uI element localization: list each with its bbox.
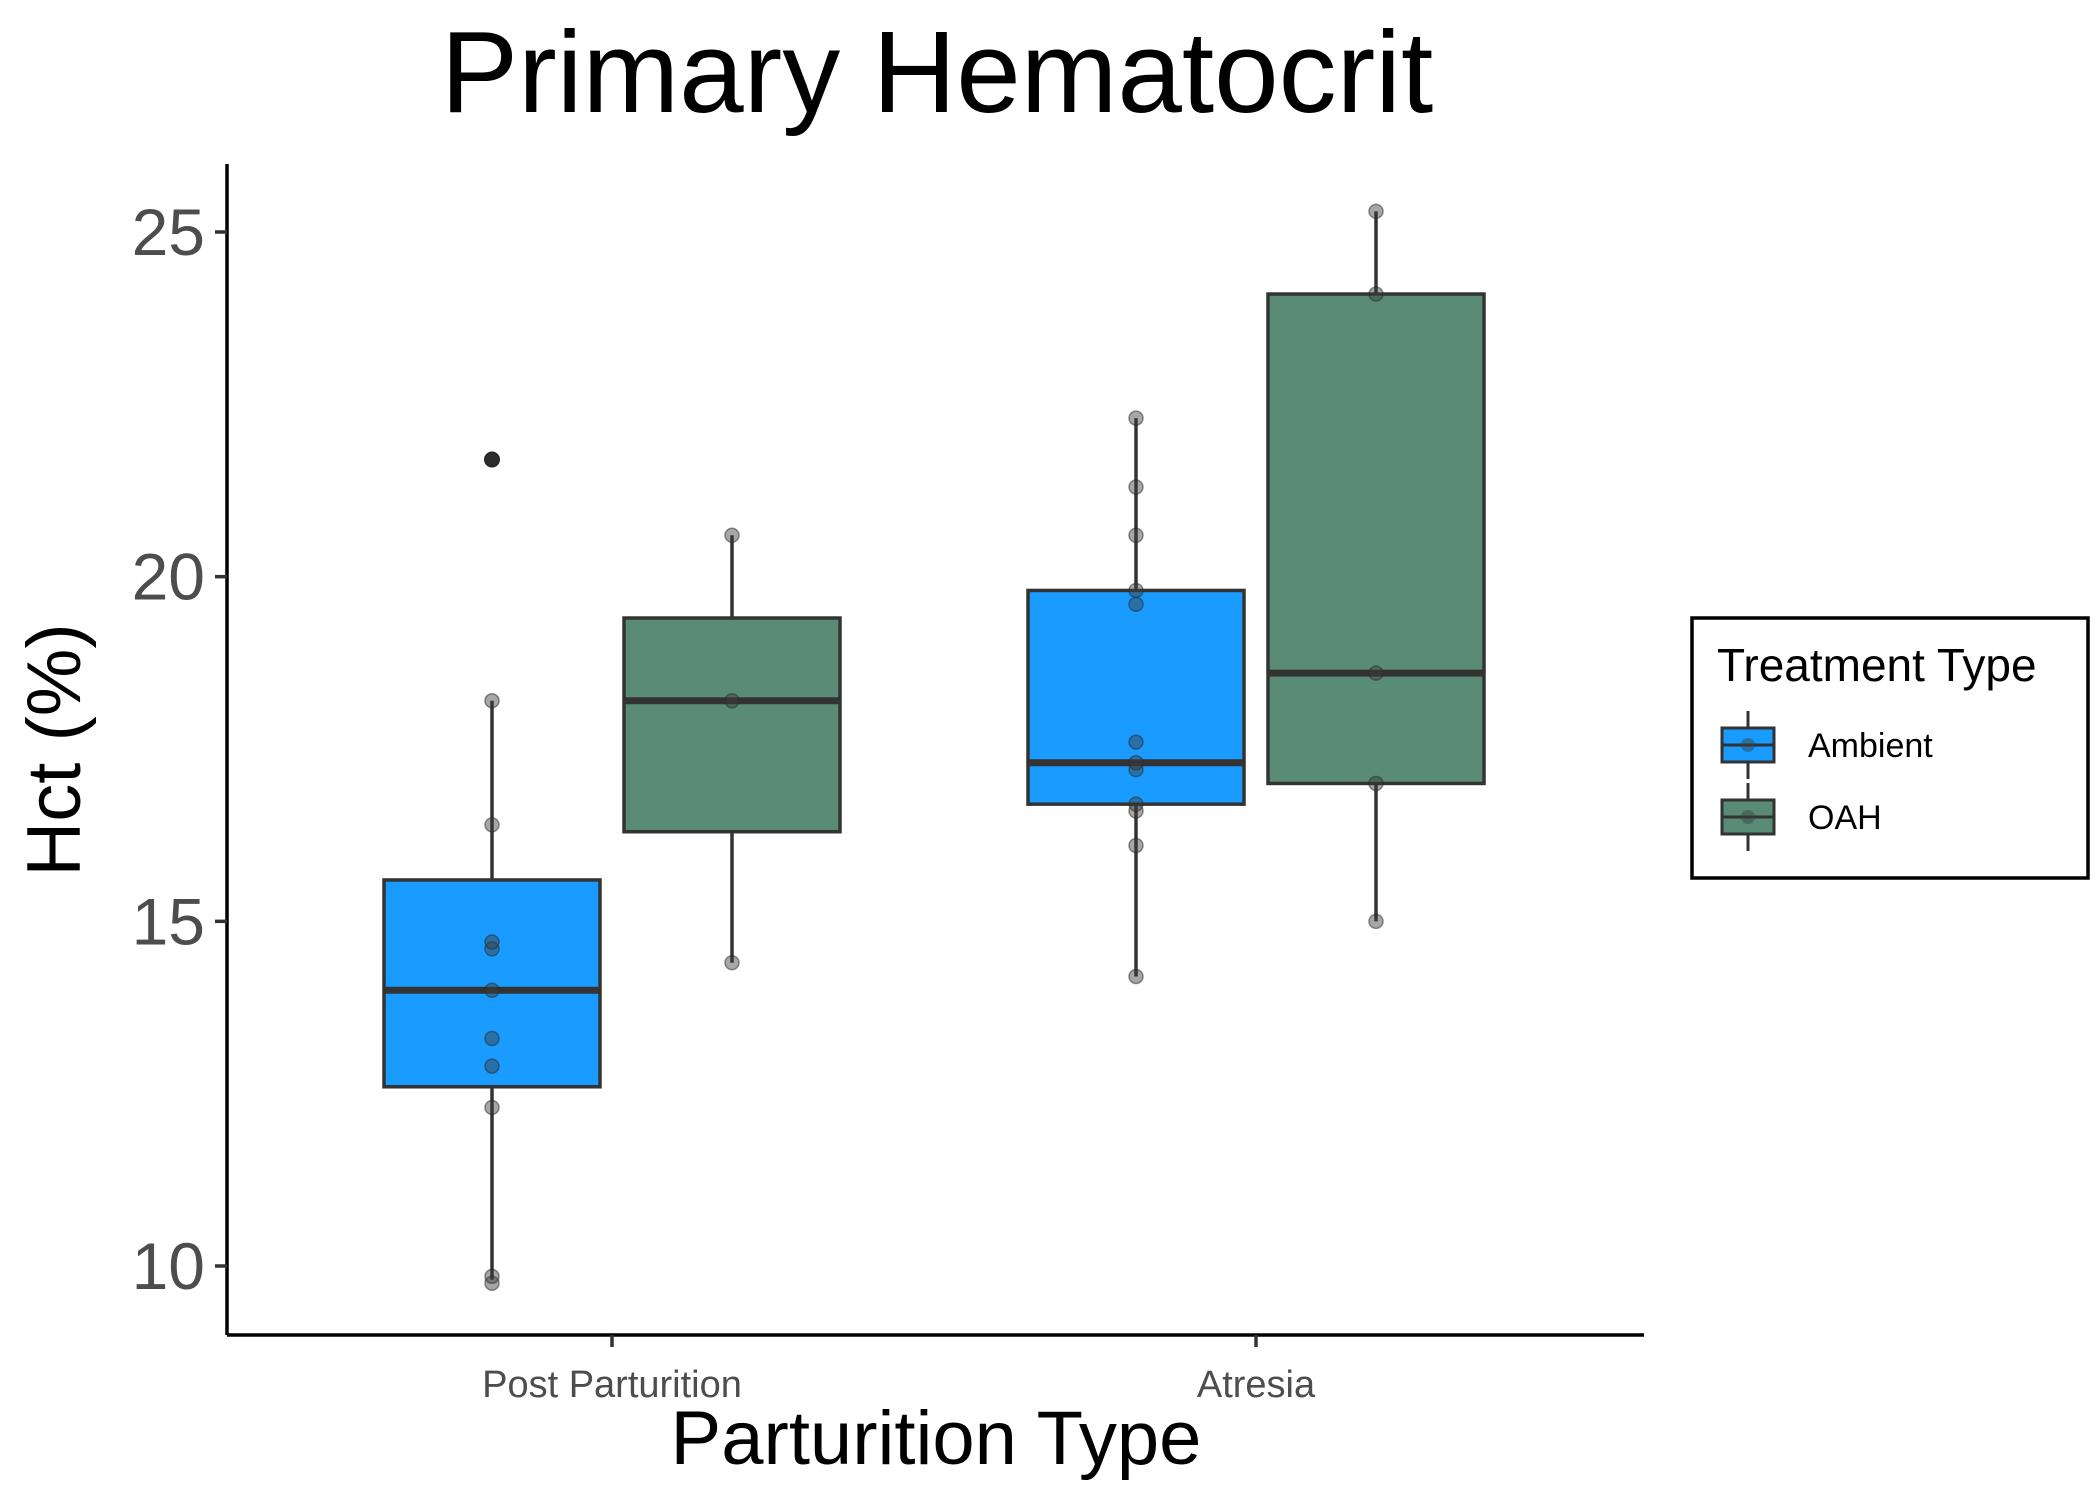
legend-label: Ambient [1808,727,1933,765]
data-point [724,954,740,971]
data-point [1368,286,1384,302]
legend: Treatment Type Ambient OAH [1690,616,2090,880]
data-point [724,692,740,709]
data-point [1128,734,1144,750]
data-point [1128,582,1144,599]
legend-keys: Ambient OAH [1720,711,1933,851]
y-tick-label: 10 [132,1229,205,1303]
data-point [484,1030,500,1047]
data-point [484,1058,500,1074]
y-axis-title: Hct (%) [12,623,97,876]
data-point [1128,755,1144,771]
data-point [1128,796,1144,812]
data-point [1128,527,1144,544]
data-point [1368,665,1384,681]
data-point [1368,203,1384,220]
box-ambient-post-parturition [382,451,602,1291]
legend-title: Treatment Type [1717,639,2037,691]
box-ambient-atresia [1026,410,1246,985]
box-body [1266,292,1486,786]
data-point [1128,968,1144,985]
data-point [484,934,500,950]
x-axis-title: Parturition Type [671,1396,1202,1481]
data-point [1368,775,1384,792]
data-point [484,692,500,709]
data-point [1128,479,1144,495]
data-point [484,817,500,833]
data-point [1368,913,1384,930]
outlier-point [484,451,500,468]
legend-key-oah: OAH [1720,783,1882,851]
box-body [1026,588,1246,806]
legend-key-point [1741,810,1755,824]
data-point [484,451,500,468]
data-point [484,982,500,999]
box-oah-atresia [1266,203,1486,930]
box-body [622,616,842,834]
data-point [484,1099,500,1116]
legend-key-point [1741,738,1755,752]
data-point [484,1268,500,1285]
box-oah-post-parturition [622,527,842,971]
plot-area [382,203,1486,1291]
legend-key-ambient: Ambient [1720,711,1933,779]
x-tick-label: Post Parturition [482,1364,742,1406]
chart-title: Primary Hematocrit [441,7,1434,137]
legend-label: OAH [1808,799,1882,837]
y-tick-label: 15 [132,884,205,958]
y-tick-label: 25 [132,195,205,269]
data-point [1128,596,1144,612]
data-point [1128,410,1144,426]
data-point [724,527,740,544]
axes: 10 15 20 25 Post Parturition Atresia [132,164,1644,1406]
y-tick-label: 20 [132,540,205,614]
data-point [1128,837,1144,854]
x-tick-label: Atresia [1197,1364,1316,1406]
